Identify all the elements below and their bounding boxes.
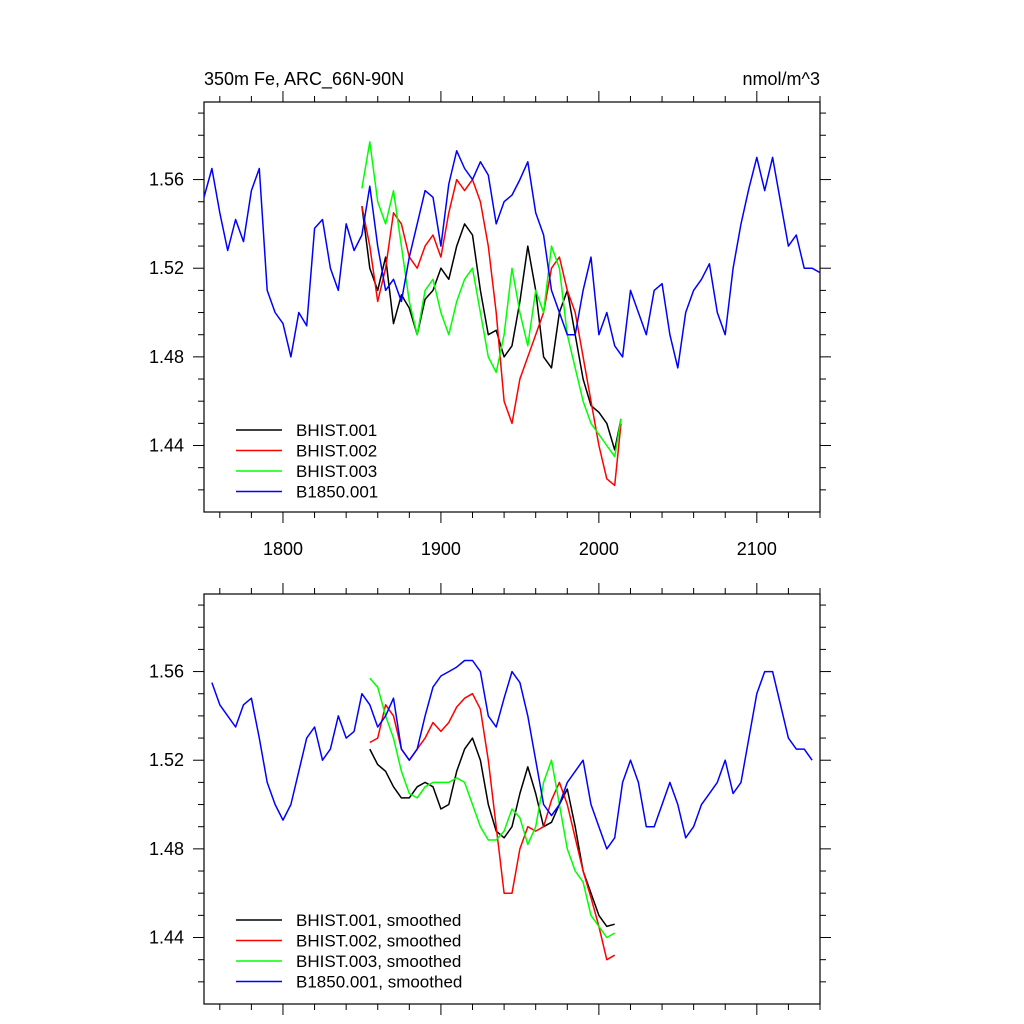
legend-label: BHIST.003, smoothed: [296, 952, 461, 971]
series-line: [203, 150, 821, 369]
y-tick-label: 1.44: [149, 928, 184, 948]
bottom-panel: 1.44 1.48 1.52 1.56 BHIST.001, smoothed BHIST…: [149, 583, 831, 1015]
x-tick-label: 1800: [263, 539, 303, 559]
series-line: [361, 178, 622, 487]
series-line: [369, 737, 615, 928]
series-line: [369, 677, 616, 939]
x-tick-label: 2100: [737, 539, 777, 559]
y-tick-label: 1.48: [149, 839, 184, 859]
legend-label: BHIST.003: [296, 462, 377, 481]
figure-units: nmol/m^3: [743, 69, 820, 89]
y-tick-label: 1.56: [149, 170, 184, 190]
plot-frame: [203, 593, 821, 1005]
legend-label: BHIST.001: [296, 421, 377, 440]
series-line: [361, 206, 622, 451]
legend-label: BHIST.001, smoothed: [296, 911, 461, 930]
plot-frame: [203, 101, 821, 513]
series-line: [361, 141, 622, 458]
legend-label: B1850.001: [296, 483, 378, 502]
y-tick-label: 1.48: [149, 347, 184, 367]
y-tick-label: 1.44: [149, 436, 184, 456]
y-tick-label: 1.52: [149, 258, 184, 278]
figure-title: 350m Fe, ARC_66N-90N: [204, 69, 404, 90]
legend-label: BHIST.002, smoothed: [296, 932, 461, 951]
x-tick-label: 1900: [421, 539, 461, 559]
y-tick-label: 1.52: [149, 750, 184, 770]
top-panel: 1.44 1.48 1.52 1.56 1800 1900 2000 2100 BHIST.00…: [149, 91, 831, 559]
legend-label: BHIST.002: [296, 442, 377, 461]
series-line: [211, 659, 813, 850]
x-tick-label: 2000: [579, 539, 619, 559]
legend-label: B1850.001, smoothed: [296, 973, 462, 992]
y-tick-label: 1.56: [149, 662, 184, 682]
